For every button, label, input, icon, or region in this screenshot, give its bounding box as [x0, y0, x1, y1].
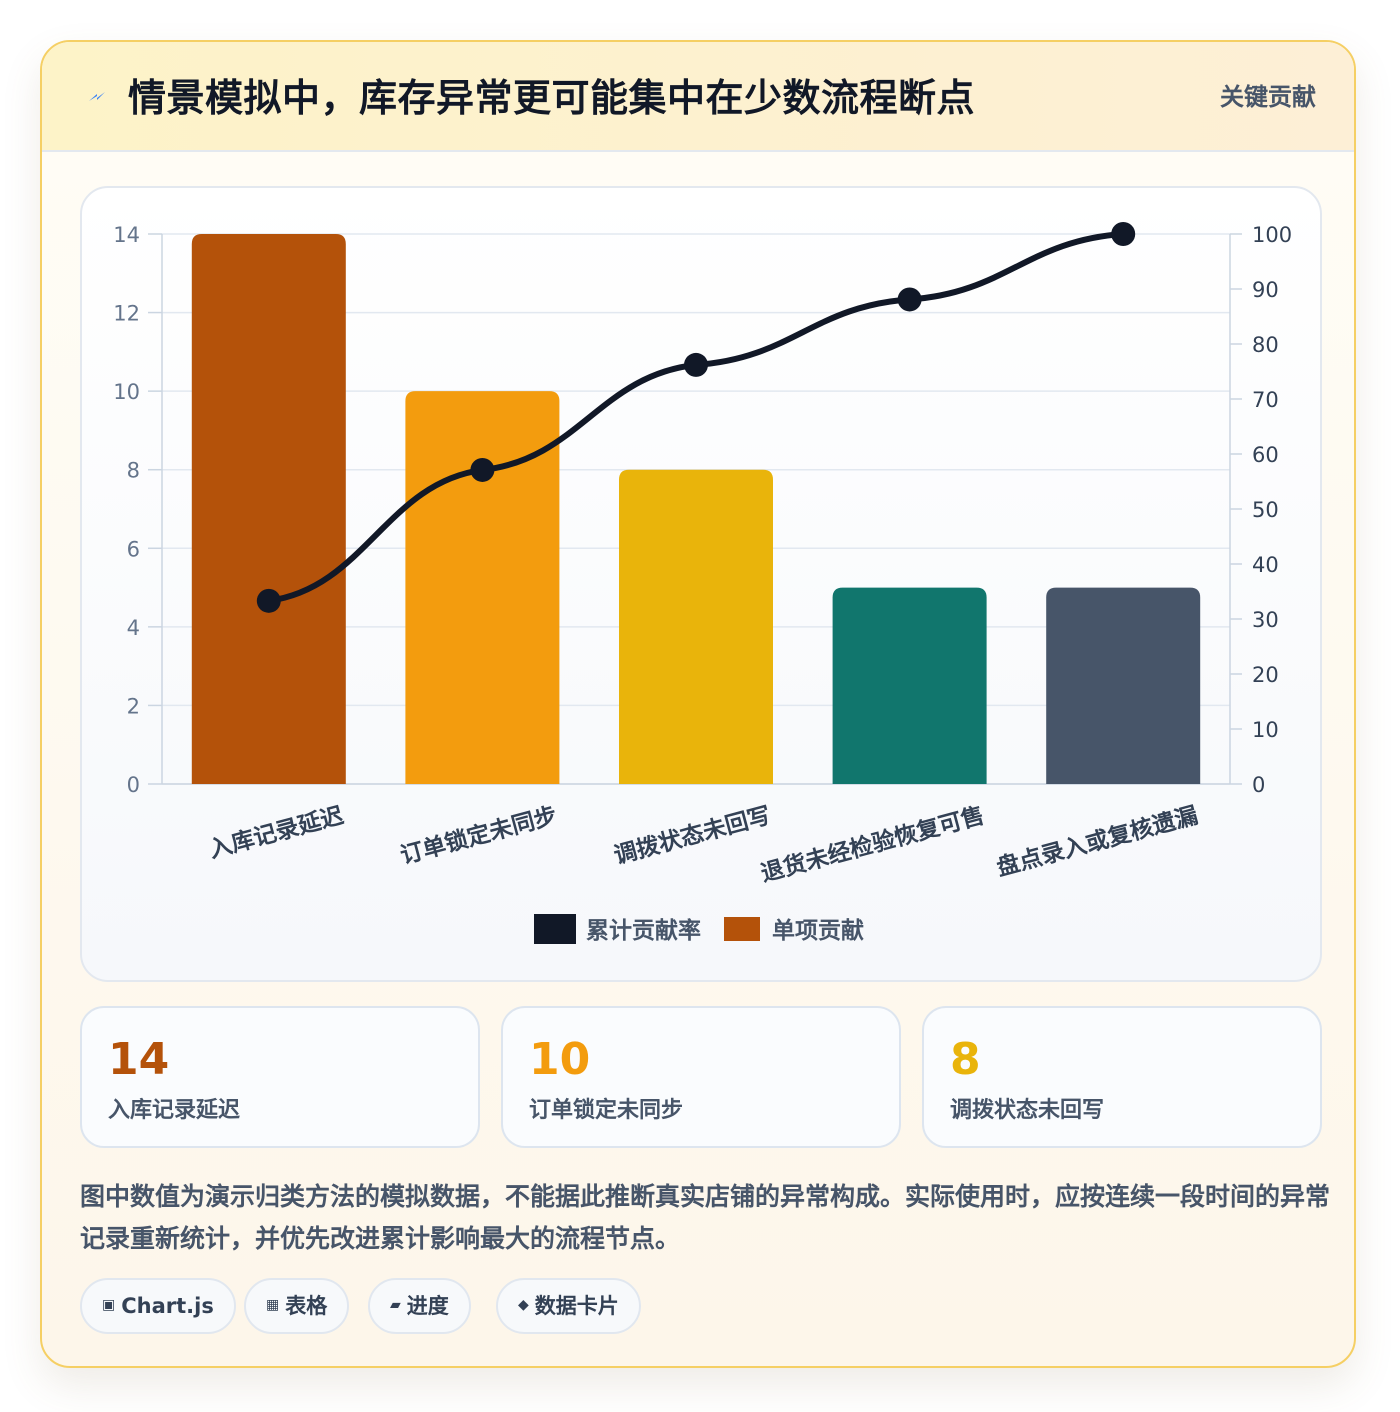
y2-tick-label: 50 [1252, 498, 1279, 522]
stat-value: 14 [108, 1034, 170, 1085]
line-point [256, 588, 281, 613]
bar [191, 234, 346, 784]
diamond-icon: ◆ [518, 1297, 529, 1313]
y2-tick-label: 0 [1252, 773, 1265, 797]
stat-label: 订单锁定未同步 [529, 1098, 684, 1123]
line-point [470, 457, 495, 482]
chip-data-card[interactable]: ◆ 数据卡片 [496, 1278, 641, 1334]
y2-tick-label: 10 [1252, 718, 1279, 742]
stat-card-2: 10 订单锁定未同步 [501, 1006, 901, 1148]
header-tag: 关键贡献 [1220, 83, 1316, 111]
stat-card-3: 8 调拨状态未回写 [922, 1006, 1322, 1148]
chip-label: 数据卡片 [534, 1294, 619, 1318]
line-point [897, 287, 922, 312]
y-tick-label: 10 [113, 380, 140, 404]
chip-chartjs[interactable]: ▣ Chart.js [80, 1278, 236, 1334]
chip-label: Chart.js [121, 1294, 214, 1318]
y-tick-label: 8 [127, 459, 140, 483]
pareto-chart: 0 2 4 6 8 10 12 14 0 10 20 30 40 50 60 70 80 90 100 入库记录延迟订… [113, 222, 1292, 944]
line-point [1111, 222, 1136, 246]
y2-tick-label: 80 [1252, 333, 1279, 357]
x-tick-label: 调拨状态未回写 [611, 802, 774, 870]
legend-swatch-bar [724, 917, 760, 941]
y2-tick-label: 70 [1252, 388, 1279, 412]
legend-label: 累计贡献率 [586, 917, 701, 944]
y-tick-label: 4 [127, 616, 140, 640]
line-point [684, 352, 708, 377]
chart-panel: 0 2 4 6 8 10 12 14 0 10 20 30 40 50 60 70 80 90 100 入库记录延迟订… [80, 186, 1322, 982]
chip-progress[interactable]: ▰ 进度 [368, 1278, 471, 1334]
stat-label: 入库记录延迟 [108, 1098, 241, 1123]
y2-tick-label: 40 [1252, 553, 1279, 577]
y-tick-label: 0 [127, 773, 140, 797]
stat-label: 调拨状态未回写 [950, 1098, 1105, 1123]
progress-icon: ▰ [390, 1297, 401, 1313]
chart-card: 情景模拟中，库存异常更可能集中在少数流程断点 关键贡献 0 2 4 6 8 10 12 14 0… [40, 40, 1356, 1368]
page-title: 情景模拟中，库存异常更可能集中在少数流程断点 [128, 76, 976, 120]
x-tick-label: 订单锁定未同步 [397, 802, 560, 870]
chart-icon: ▣ [102, 1297, 116, 1313]
y2-tick-label: 20 [1252, 663, 1279, 687]
bar [832, 587, 987, 784]
table-icon: ▦ [266, 1297, 280, 1313]
y2-tick-label: 30 [1252, 608, 1279, 632]
stat-value: 10 [529, 1034, 591, 1085]
chip-label: 进度 [406, 1294, 449, 1318]
y2-tick-label: 90 [1252, 278, 1279, 302]
y-tick-label: 12 [113, 302, 140, 326]
bar [619, 469, 773, 784]
card-header: 情景模拟中，库存异常更可能集中在少数流程断点 关键贡献 [42, 42, 1354, 152]
y2-tick-label: 60 [1252, 443, 1279, 467]
stat-value: 8 [950, 1034, 981, 1085]
x-tick-label: 退货未经检验恢复可售 [758, 802, 987, 888]
stat-card-1: 14 入库记录延迟 [80, 1006, 480, 1148]
x-tick-label: 盘点录入或复核遗漏 [994, 802, 1201, 882]
bar [405, 391, 560, 784]
lightning-icon [89, 92, 105, 101]
y-tick-label: 6 [127, 537, 140, 561]
y2-tick-label: 100 [1252, 223, 1292, 247]
legend-label: 单项贡献 [772, 918, 864, 944]
y-tick-label: 2 [127, 694, 140, 718]
y-tick-label: 14 [113, 223, 140, 247]
disclaimer-note: 图中数值为演示归类方法的模拟数据，不能据此推断真实店铺的异常构成。实际使用时，应… [80, 1182, 1331, 1253]
chip-label: 表格 [285, 1294, 328, 1318]
bar [1046, 587, 1201, 784]
x-tick-label: 入库记录延迟 [206, 803, 346, 864]
chip-table[interactable]: ▦ 表格 [244, 1278, 350, 1334]
legend-swatch-line [534, 914, 576, 944]
